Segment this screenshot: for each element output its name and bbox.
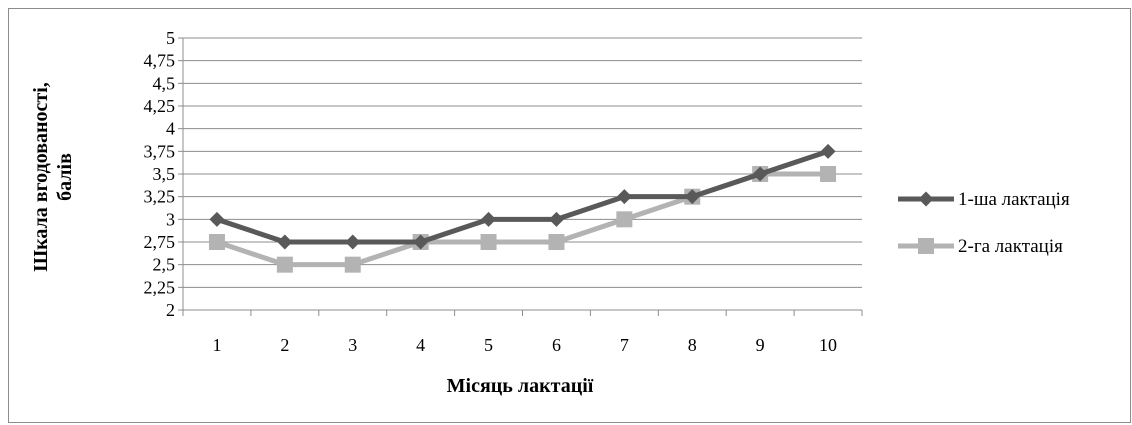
data-point (548, 234, 565, 250)
data-point (752, 166, 768, 182)
y-axis-title: Шкала вгодованості, балів (30, 82, 76, 272)
data-point (480, 234, 497, 250)
y-tick-labels: 2 2,252,5 2,75 33,25 3,5 3,754 4,25 4,54,75 5 (144, 28, 176, 320)
data-point (684, 189, 700, 205)
x-tick-label: 4 (416, 335, 425, 355)
data-point (413, 234, 429, 250)
data-point (820, 143, 836, 159)
x-tick-label: 5 (484, 335, 493, 355)
x-tick-labels: 1 2 3 4 5 6 7 8 9 10 (212, 335, 837, 355)
y-tick-label: 3 (166, 209, 175, 229)
x-tick-label: 8 (688, 335, 697, 355)
data-point (276, 256, 293, 273)
data-point (208, 234, 225, 250)
y-tick-label: 4,25 (144, 96, 176, 116)
x-tick-label: 2 (280, 335, 289, 355)
y-axis-title-line2: балів (54, 153, 76, 201)
legend: 1-ша лактація 2-га лактація (898, 189, 1070, 257)
y-tick-label: 4 (166, 119, 175, 139)
y-axis-title-line1: Шкала вгодованості, (30, 82, 52, 272)
y-tick-label: 5 (166, 28, 175, 48)
x-axis-title: Місяць лактації (447, 375, 594, 397)
data-point (345, 234, 361, 250)
legend-label: 1-ша лактація (958, 189, 1070, 210)
x-tick-label: 7 (620, 335, 629, 355)
x-tick-label: 9 (756, 335, 765, 355)
series-line (216, 148, 829, 245)
data-point (548, 211, 564, 227)
y-tick-label: 2 (166, 300, 175, 320)
series-lines (208, 143, 837, 273)
x-tick-label: 6 (552, 335, 561, 355)
legend-marker (918, 238, 934, 254)
data-point (481, 211, 497, 227)
data-point (344, 256, 361, 273)
axes (178, 37, 863, 316)
legend-label: 2-га лактація (958, 236, 1063, 257)
legend-entry-1: 1-ша лактація (898, 189, 1070, 210)
y-tick-label: 4,5 (153, 73, 176, 93)
x-tick-label: 10 (819, 335, 837, 355)
y-tick-label: 2,5 (153, 255, 176, 275)
data-point (616, 211, 633, 228)
series-1 (209, 143, 836, 250)
data-point (820, 166, 837, 182)
y-tick-label: 3,25 (144, 187, 176, 207)
data-point (209, 211, 225, 227)
legend-marker (918, 191, 934, 207)
y-tick-label: 2,75 (144, 232, 176, 252)
legend-entry-2: 2-га лактація (898, 236, 1063, 257)
y-tick-label: 2,25 (144, 277, 176, 297)
x-tick-label: 3 (348, 335, 357, 355)
y-tick-label: 3,5 (153, 164, 176, 184)
x-tick-label: 1 (212, 335, 221, 355)
data-point (616, 189, 632, 205)
y-tick-label: 4,75 (144, 51, 176, 71)
y-tick-label: 3,75 (144, 141, 176, 161)
data-point (277, 234, 293, 250)
